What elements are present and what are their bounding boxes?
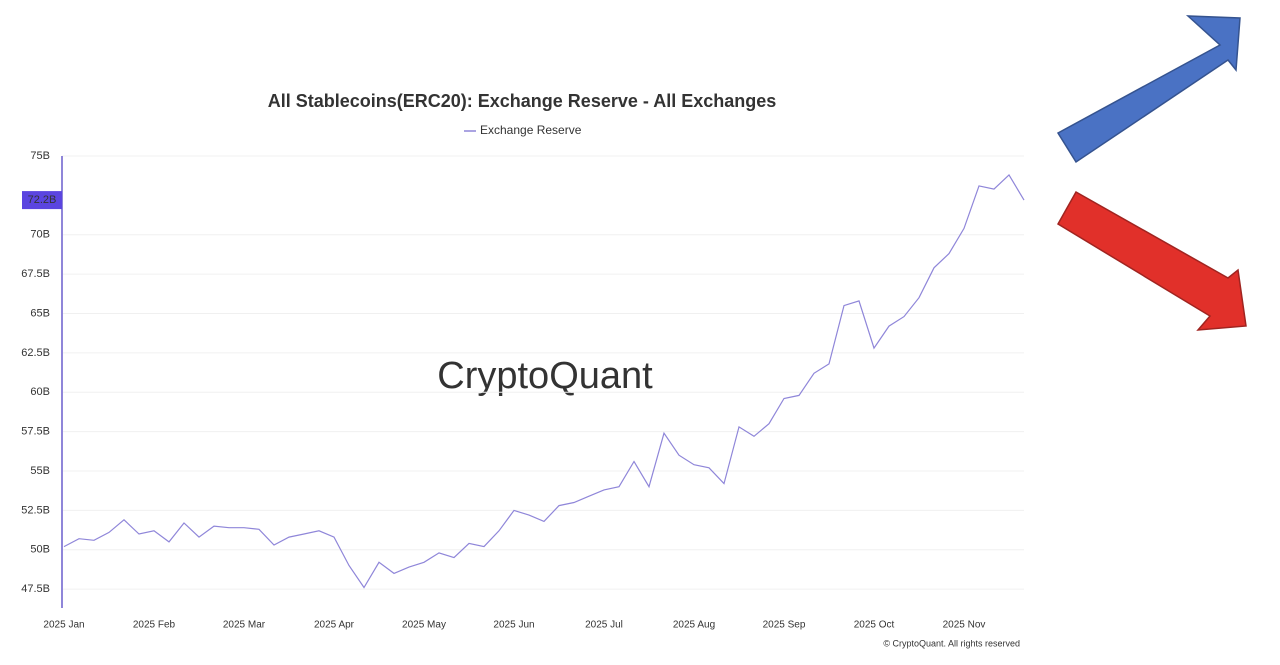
y-tick-label: 65B bbox=[30, 307, 50, 319]
x-tick-label: 2025 Apr bbox=[314, 620, 355, 631]
watermark: CryptoQuant bbox=[437, 355, 653, 397]
current-marker bbox=[22, 191, 62, 210]
x-tick-label: 2025 Jun bbox=[493, 620, 534, 631]
y-tick-label: 52.5B bbox=[21, 504, 50, 516]
y-tick-label: 75B bbox=[30, 150, 50, 162]
line bbox=[63, 173, 1025, 589]
x-tick-label: 2025 Mar bbox=[223, 620, 266, 631]
x-tick-label: 2025 Sep bbox=[763, 620, 806, 631]
y-tick-label: 70B bbox=[30, 229, 50, 241]
x-tick-label: 2025 Nov bbox=[943, 620, 986, 631]
x-tick-label: 2025 Aug bbox=[673, 620, 715, 631]
y-tick-label: 62.5B bbox=[21, 347, 50, 359]
y-tick-label: 67.5B bbox=[21, 268, 50, 280]
y-tick-label: 50B bbox=[30, 544, 50, 556]
y-tick-label: 55B bbox=[30, 465, 50, 477]
legend-label: Exchange Reserve bbox=[480, 123, 582, 137]
up-arrow bbox=[1056, 15, 1241, 164]
x-tick-label: 2025 Oct bbox=[854, 620, 895, 631]
chart-title: All Stablecoins(ERC20): Exchange Reserve… bbox=[268, 91, 777, 111]
y-tick-label: 57.5B bbox=[21, 426, 50, 438]
x-tick-label: 2025 Jan bbox=[43, 620, 84, 631]
y-tick-label: 47.5B bbox=[21, 583, 50, 595]
x-tick-label: 2025 Jul bbox=[585, 620, 623, 631]
down-arrow bbox=[1056, 190, 1247, 331]
copyright: © CryptoQuant. All rights reserved bbox=[883, 638, 1020, 648]
y-tick-label: 60B bbox=[30, 386, 50, 398]
x-tick-label: 2025 Feb bbox=[133, 620, 176, 631]
x-tick-label: 2025 May bbox=[402, 620, 446, 631]
current-marker-label: 72.2B bbox=[28, 194, 57, 206]
